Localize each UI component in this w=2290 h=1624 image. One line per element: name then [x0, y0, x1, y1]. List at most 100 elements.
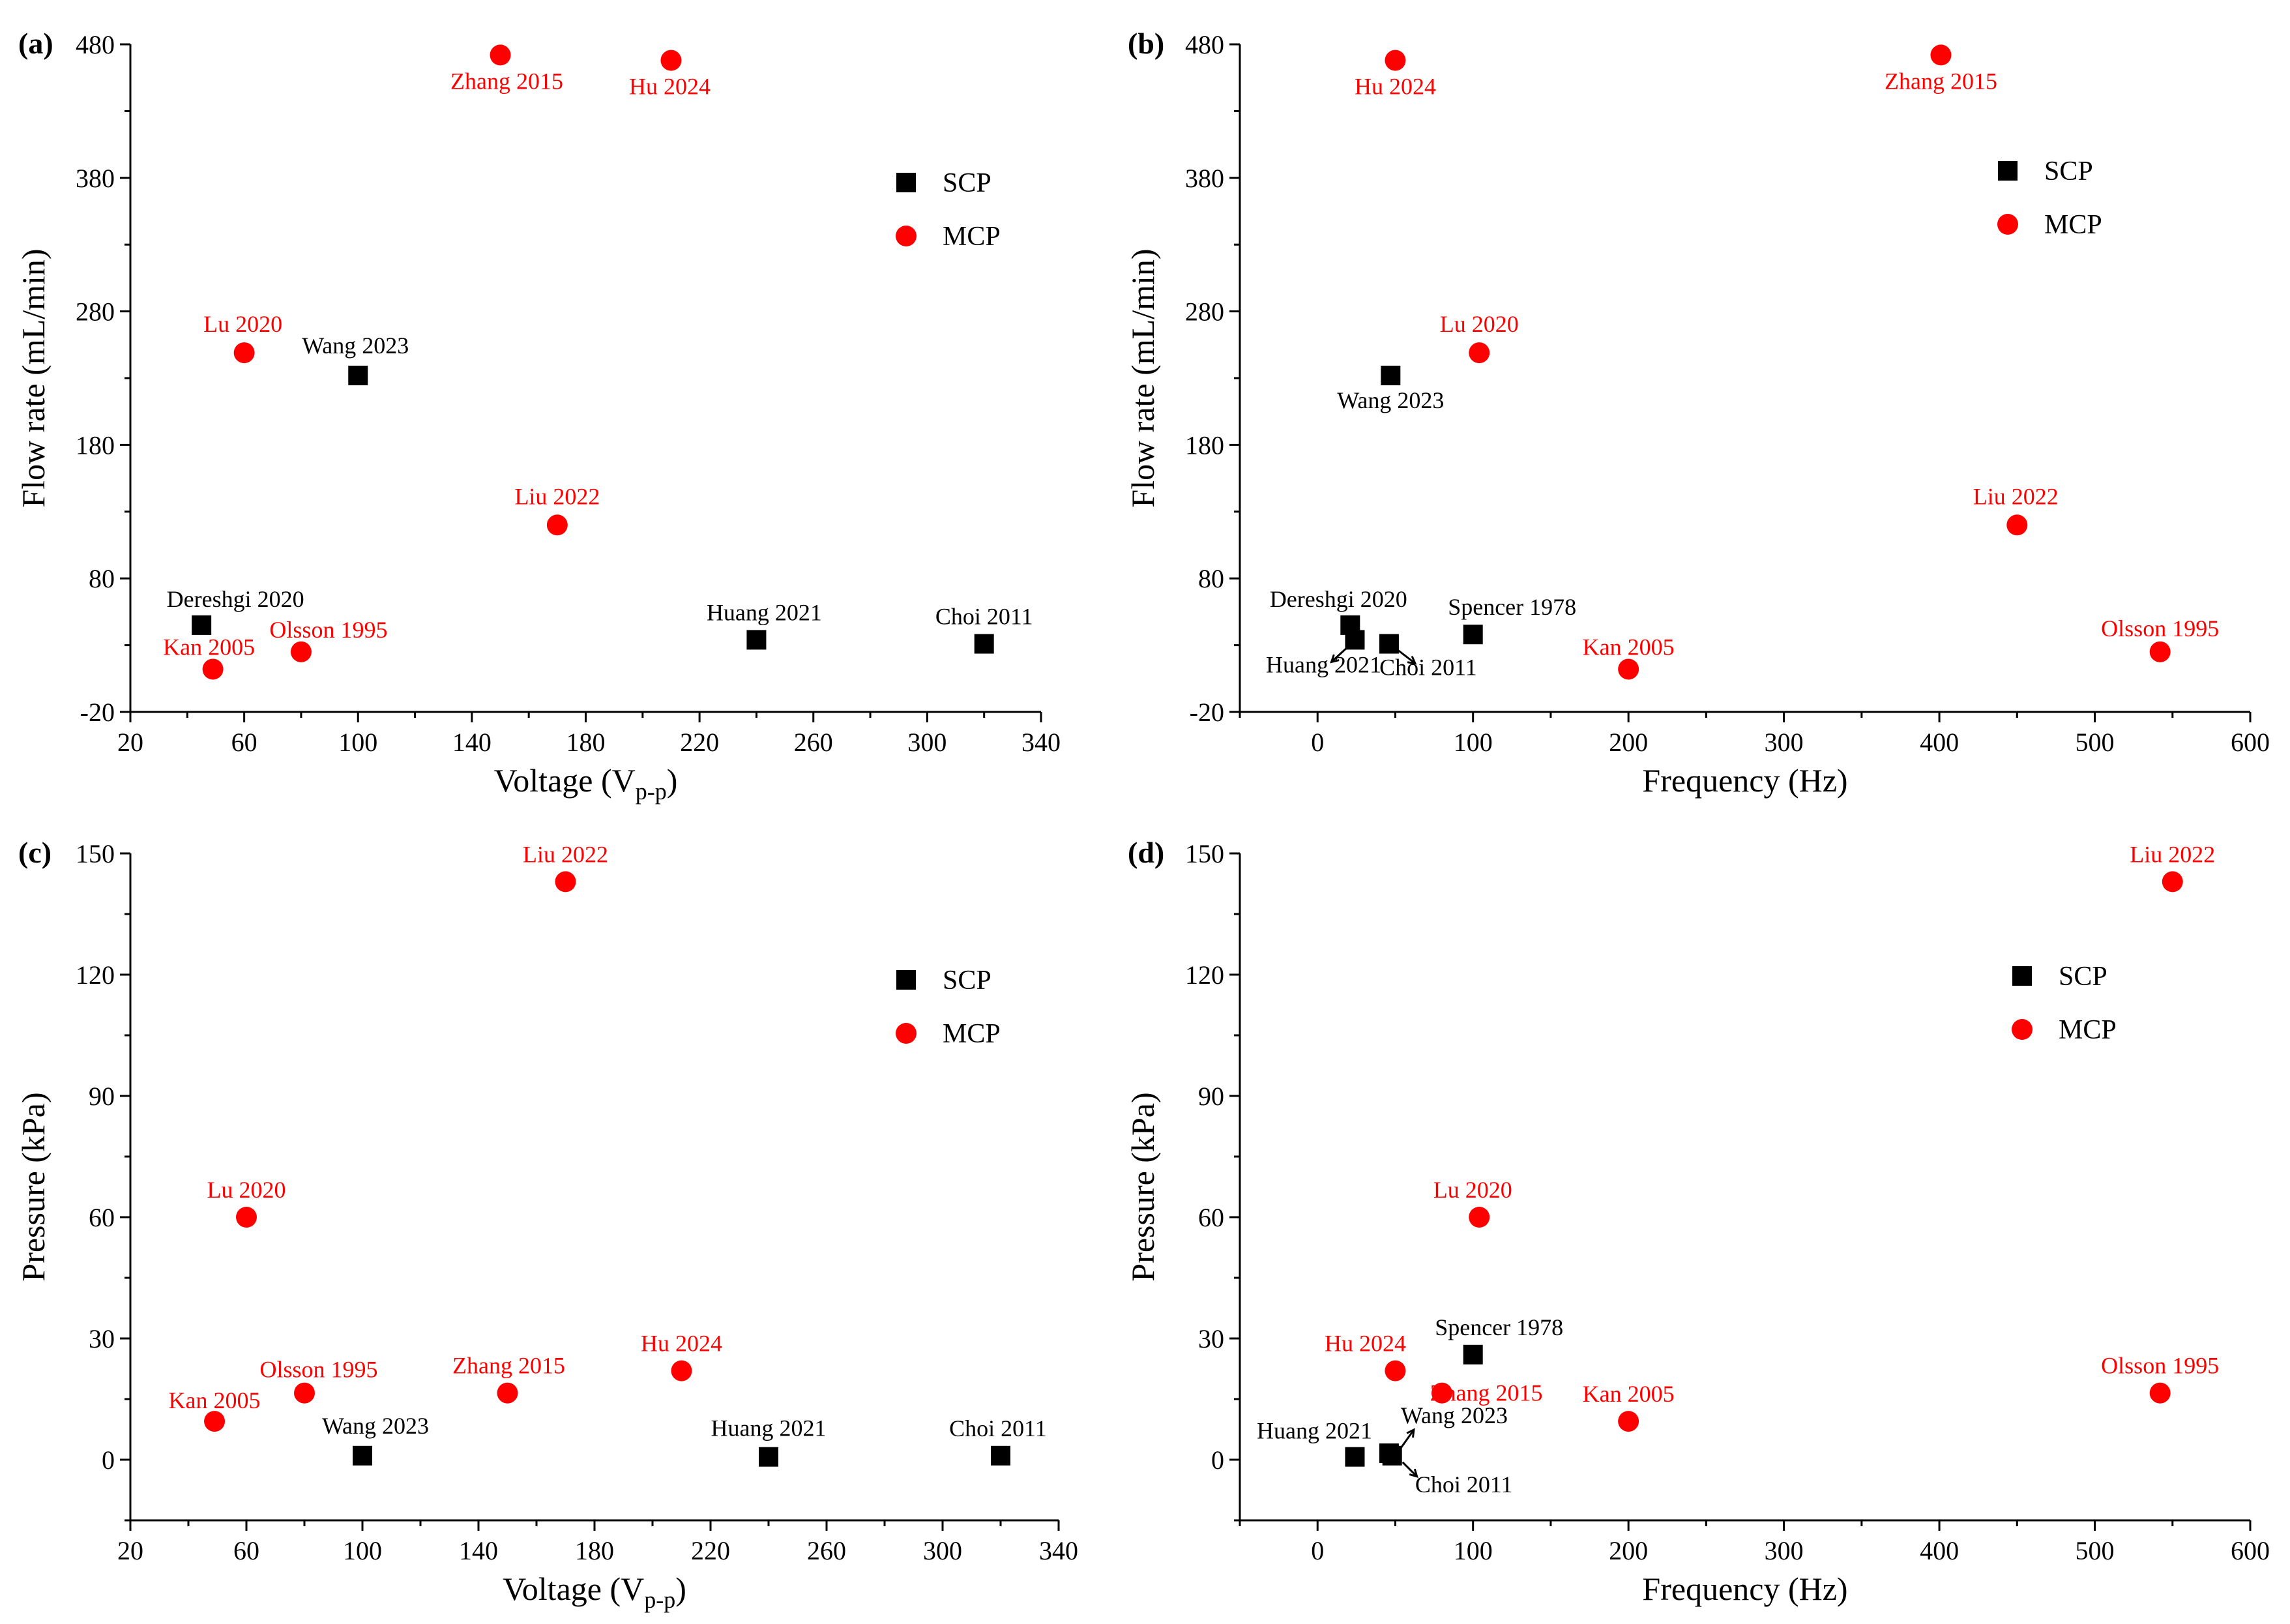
point-label: Choi 2011 — [949, 1415, 1047, 1441]
point-mcp-liu-2022 — [2006, 514, 2028, 536]
point-mcp-liu-2022 — [2162, 871, 2183, 893]
point-label: Zhang 2015 — [450, 68, 563, 94]
point-label: Zhang 2015 — [1430, 1380, 1543, 1406]
arrow-head — [1406, 1428, 1415, 1438]
x-tick-label: 300 — [907, 728, 947, 757]
point-scp-choi-2011 — [1382, 1445, 1402, 1466]
legend: SCP MCP — [1997, 156, 2102, 240]
point-mcp-kan-2005 — [1618, 658, 1639, 680]
point-label: Zhang 2015 — [1885, 68, 1997, 94]
point-mcp-zhang-2015 — [490, 44, 511, 66]
x-axis-label: Frequency (Hz) — [1642, 762, 1847, 799]
x-tick-label: 60 — [231, 728, 257, 757]
y-tick-label: 180 — [76, 430, 115, 460]
point-mcp-hu-2024 — [1385, 1360, 1406, 1381]
x-tick-label: 100 — [343, 1536, 382, 1565]
y-axis-label: Pressure (kPa) — [15, 1092, 51, 1281]
y-tick-label: 480 — [1185, 30, 1224, 59]
legend-scp-marker — [2012, 966, 2032, 986]
point-label: Kan 2005 — [1583, 1381, 1675, 1407]
point-label: Kan 2005 — [163, 634, 255, 660]
point-label: Wang 2023 — [322, 1413, 429, 1439]
x-tick-label: 0 — [1311, 728, 1324, 757]
x-tick-label: 340 — [1039, 1536, 1078, 1565]
point-label: Choi 2011 — [1415, 1471, 1513, 1498]
x-axis-label: Voltage (Vp-p) — [503, 1571, 686, 1613]
point-label: Lu 2020 — [207, 1177, 286, 1203]
x-tick-label: 260 — [794, 728, 833, 757]
point-label: Wang 2023 — [1401, 1402, 1508, 1428]
x-tick-label: 500 — [2076, 1536, 2115, 1565]
y-tick-label: 60 — [89, 1203, 115, 1232]
panel-label: (a) — [18, 27, 53, 60]
point-mcp-zhang-2015 — [1431, 1382, 1452, 1404]
legend-mcp-label: MCP — [2059, 1015, 2117, 1045]
x-tick-label: 300 — [923, 1536, 962, 1565]
x-tick-label: 300 — [1765, 728, 1804, 757]
x-tick-label: 20 — [117, 728, 143, 757]
point-mcp-hu-2024 — [660, 50, 682, 71]
point-scp-choi-2011 — [1379, 634, 1399, 654]
annotation-arrow — [1402, 1461, 1418, 1477]
point-label: Huang 2021 — [711, 1415, 827, 1441]
y-tick-label: 380 — [76, 164, 115, 193]
point-label: Liu 2022 — [1973, 483, 2059, 509]
point-label: Hu 2024 — [1355, 74, 1436, 100]
panel-c: 20 60 100 140 180 220 260 300 340 0 30 60 90 120 150 (c… — [15, 836, 1078, 1613]
x-tick-label: 400 — [1920, 728, 1959, 757]
point-label: Spencer 1978 — [1448, 594, 1576, 620]
point-mcp-zhang-2015 — [1930, 44, 1952, 66]
point-scp-huang-2021 — [746, 630, 767, 650]
point-label: Hu 2024 — [641, 1331, 722, 1357]
x-tick-label: 180 — [566, 728, 606, 757]
point-mcp-olsson-1995 — [2149, 641, 2171, 662]
point-label: Zhang 2015 — [452, 1353, 565, 1379]
point-label: Olsson 1995 — [259, 1357, 377, 1383]
point-mcp-hu-2024 — [1385, 50, 1406, 71]
y-tick-label: 0 — [102, 1445, 115, 1475]
point-scp-huang-2021 — [1345, 630, 1365, 650]
point-label: Choi 2011 — [935, 604, 1033, 630]
x-tick-label: 140 — [452, 728, 492, 757]
point-label: Hu 2024 — [629, 74, 711, 100]
panel-label: (c) — [18, 836, 51, 869]
point-label: Kan 2005 — [169, 1387, 261, 1413]
point-scp-wang-2023 — [353, 1445, 372, 1466]
point-mcp-hu-2024 — [671, 1360, 692, 1381]
y-tick-label: 120 — [76, 960, 115, 990]
point-mcp-liu-2022 — [546, 514, 568, 536]
point-label: Wang 2023 — [302, 332, 409, 359]
y-axis-label: Flow rate (mL/min) — [15, 248, 51, 507]
point-label: Huang 2021 — [1266, 651, 1381, 677]
y-axis-label: Pressure (kPa) — [1124, 1092, 1161, 1281]
legend: SCP MCP — [896, 966, 1001, 1049]
point-label: Liu 2022 — [523, 841, 608, 867]
legend-scp-marker — [1998, 161, 2018, 181]
y-tick-label: 30 — [1198, 1324, 1224, 1353]
y-tick-label: 30 — [89, 1324, 115, 1353]
y-tick-label: 150 — [1185, 839, 1224, 868]
point-mcp-kan-2005 — [204, 1411, 226, 1432]
x-tick-label: 220 — [691, 1536, 730, 1565]
point-label: Lu 2020 — [1433, 1177, 1512, 1203]
x-tick-label: 500 — [2076, 728, 2115, 757]
legend-mcp-marker — [2012, 1019, 2033, 1040]
legend-mcp-marker — [1997, 214, 2018, 235]
x-tick-label: 220 — [680, 728, 719, 757]
point-label: Lu 2020 — [1440, 311, 1519, 337]
point-mcp-lu-2020 — [1469, 342, 1490, 364]
arrow-head — [1407, 655, 1417, 665]
point-scp-spencer-1978 — [1463, 1344, 1483, 1365]
legend-mcp-label: MCP — [2044, 210, 2102, 240]
x-tick-label: 600 — [2231, 728, 2270, 757]
point-mcp-liu-2022 — [555, 871, 576, 893]
point-scp-wang-2023 — [1381, 365, 1401, 385]
y-tick-label: 280 — [76, 297, 115, 327]
legend: SCP MCP — [2012, 962, 2117, 1045]
y-axis-label: Flow rate (mL/min) — [1124, 248, 1161, 507]
point-label: Olsson 1995 — [2101, 1353, 2219, 1379]
annotation-arrow — [1398, 649, 1416, 664]
x-axis-label: Voltage (Vp-p) — [494, 762, 678, 805]
x-tick-label: 100 — [338, 728, 377, 757]
